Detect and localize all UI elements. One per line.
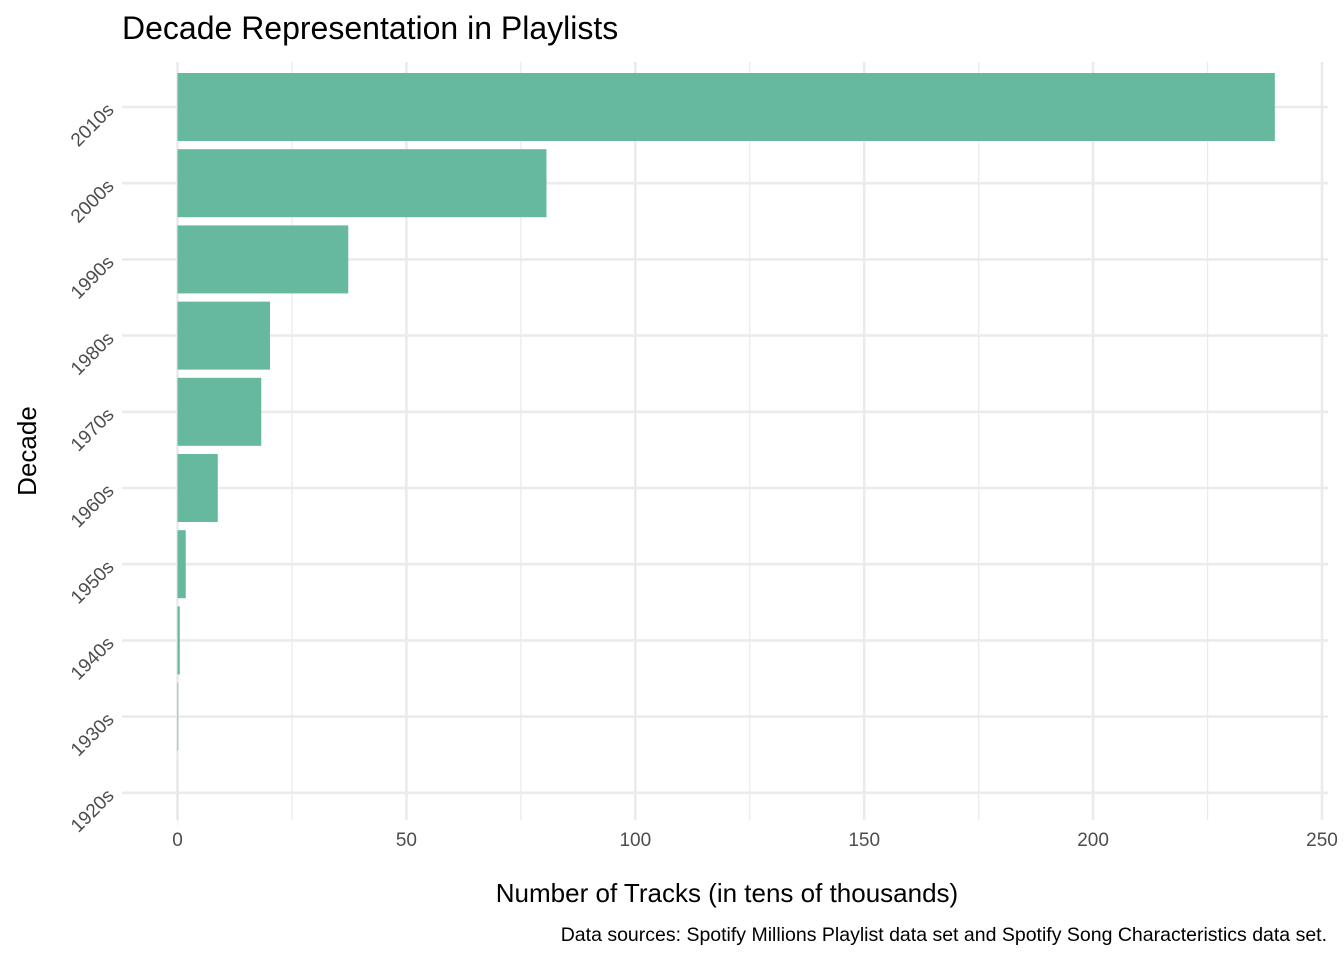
y-tick-label-1970s: 1970s (67, 404, 118, 455)
bar-1960s (177, 454, 218, 522)
x-tick-label-150: 150 (848, 830, 880, 851)
bar-1990s (177, 225, 349, 294)
chart-title: Decade Representation in Playlists (122, 10, 618, 46)
y-tick-label-2010s: 2010s (67, 100, 118, 151)
bar-1950s (177, 530, 186, 599)
bar-1940s (177, 606, 180, 675)
x-axis-ticks: 0 50 100 150 200 250 (172, 830, 1338, 851)
y-tick-label-1990s: 1990s (67, 252, 118, 303)
x-tick-label-200: 200 (1077, 830, 1109, 851)
x-axis-title: Number of Tracks (in tens of thousands) (496, 878, 958, 908)
y-tick-label-1950s: 1950s (67, 557, 118, 608)
bar-2000s (177, 149, 547, 218)
y-tick-label-1940s: 1940s (67, 633, 118, 684)
x-tick-label-0: 0 (172, 830, 183, 851)
y-tick-label-1980s: 1980s (67, 328, 118, 379)
bar-1930s (177, 682, 179, 751)
y-tick-label-1960s: 1960s (67, 481, 118, 532)
bar-1980s (177, 301, 270, 370)
bar-2010s (177, 73, 1275, 141)
chart-caption: Data sources: Spotify Millions Playlist … (561, 924, 1327, 946)
y-axis-ticks: 1920s 1930s 1940s 1950s 1960s 1970s 1980s 1990s… (67, 100, 118, 837)
x-tick-label-250: 250 (1306, 830, 1338, 851)
y-axis-title: Decade (12, 406, 42, 496)
x-tick-label-50: 50 (396, 830, 417, 851)
y-tick-label-1920s: 1920s (67, 785, 118, 836)
y-tick-label-2000s: 2000s (67, 176, 118, 227)
bars (177, 73, 1275, 827)
x-tick-label-100: 100 (619, 830, 651, 851)
y-tick-label-1930s: 1930s (67, 709, 118, 760)
bar-1970s (177, 377, 262, 446)
